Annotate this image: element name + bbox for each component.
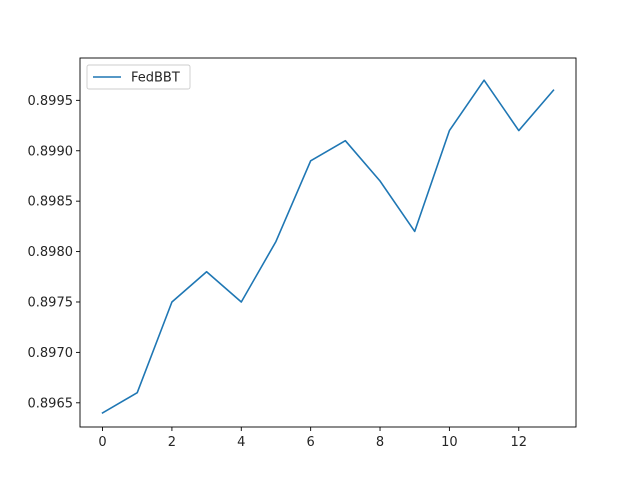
- y-tick-label: 0.8970: [28, 346, 74, 361]
- series-line-0: [101, 79, 555, 414]
- x-tick-label: 4: [237, 435, 245, 450]
- legend: FedBBT: [86, 64, 191, 90]
- y-tick-label: 0.8990: [28, 144, 74, 159]
- y-tick-label: 0.8995: [28, 94, 74, 109]
- x-tick-label: 10: [441, 435, 458, 450]
- y-tick-label: 0.8975: [28, 295, 74, 310]
- x-tick-label: 12: [510, 435, 527, 450]
- axes-frame: [79, 57, 577, 428]
- plot-area: [101, 79, 555, 414]
- x-tick-label: 0: [98, 435, 106, 450]
- x-tick-label: 8: [376, 435, 384, 450]
- y-tick-label: 0.8965: [28, 396, 74, 411]
- legend-label-0: FedBBT: [131, 71, 180, 86]
- y-tick-label: 0.8985: [28, 195, 74, 210]
- legend-box: [86, 64, 191, 90]
- x-tick-label: 6: [307, 435, 315, 450]
- x-tick-label: 2: [168, 435, 176, 450]
- y-tick-label: 0.8980: [28, 245, 74, 260]
- axes: 0 2 4 6 8 10 12 0.8965 0.8970 0.8975 0.8980 0.8985 0…: [28, 57, 577, 450]
